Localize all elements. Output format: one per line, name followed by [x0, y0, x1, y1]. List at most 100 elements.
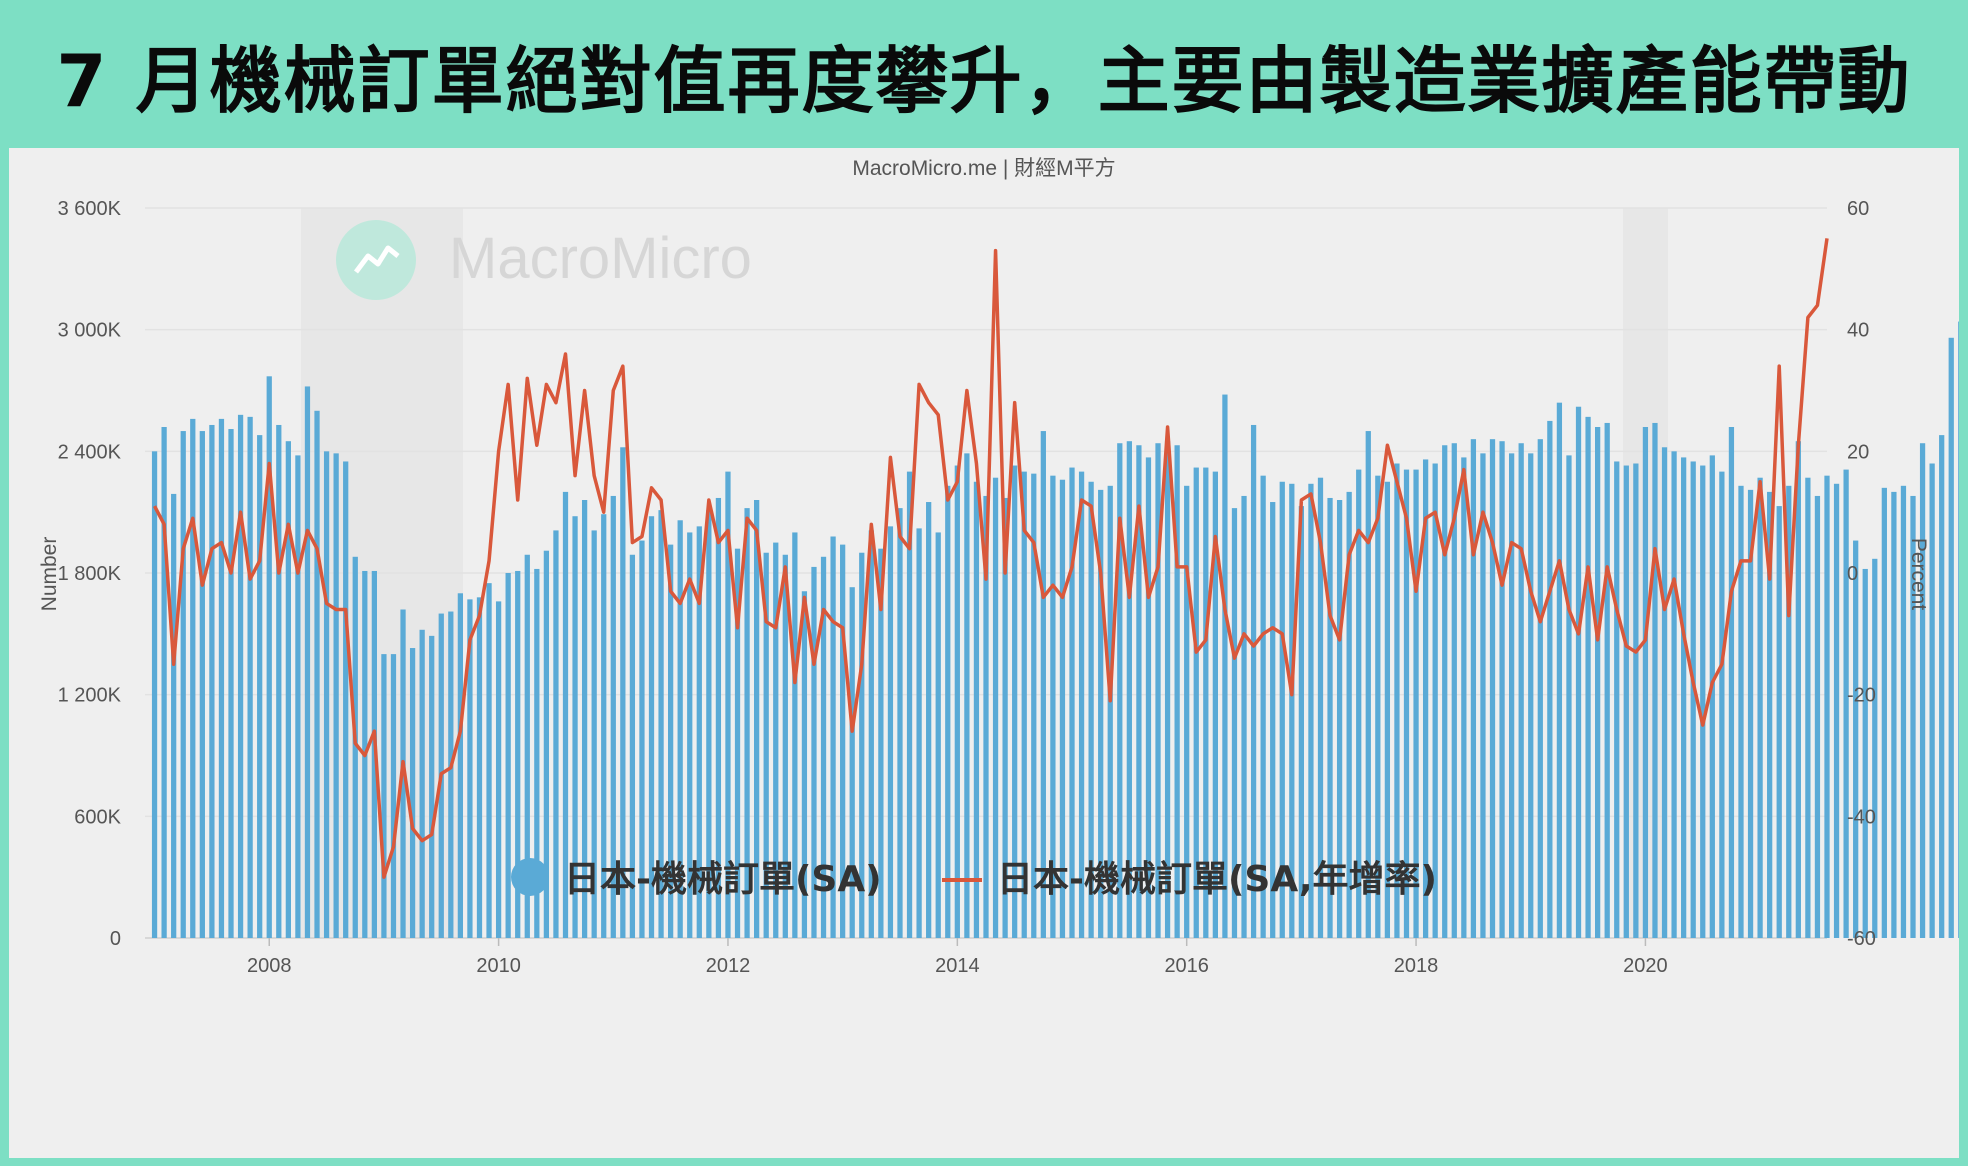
bar	[1145, 457, 1152, 938]
bar	[1375, 475, 1381, 938]
bar	[1432, 463, 1438, 938]
x-tick-label: 2008	[247, 955, 292, 977]
bar	[1136, 445, 1142, 938]
bar	[1862, 568, 1868, 938]
bar	[1470, 439, 1477, 938]
x-tick-label: 2018	[1394, 955, 1439, 977]
bar	[276, 424, 282, 938]
bar	[581, 500, 588, 938]
right-tick-label: 0	[1847, 563, 1858, 585]
bar	[553, 530, 559, 938]
bar	[1365, 431, 1371, 938]
legend-item-line[interactable]: 日本-機械訂單(SA,年增率)	[942, 859, 1437, 900]
bar	[1107, 485, 1113, 938]
bar	[1518, 443, 1524, 938]
bar	[209, 424, 215, 938]
bar	[734, 548, 741, 938]
bar	[648, 516, 655, 938]
left-tick-label: 3 000K	[58, 320, 122, 342]
bar	[1814, 495, 1821, 938]
bar	[1795, 441, 1801, 938]
bar	[1547, 420, 1553, 939]
bar	[257, 435, 263, 938]
bar	[715, 497, 722, 938]
bar	[954, 465, 960, 938]
bar	[629, 554, 636, 938]
bar	[1652, 422, 1658, 938]
bar	[314, 410, 320, 938]
bar	[801, 591, 808, 938]
bar	[1633, 463, 1639, 938]
bar	[1681, 457, 1687, 938]
left-tick-label: 0	[110, 928, 121, 950]
right-tick-label: 60	[1847, 198, 1869, 220]
bar	[1528, 453, 1534, 938]
bar	[1069, 467, 1075, 938]
bar	[1012, 465, 1018, 938]
bar	[696, 526, 702, 938]
bar	[725, 471, 731, 938]
bar	[1298, 506, 1305, 938]
bar	[543, 550, 550, 938]
bar	[992, 477, 999, 938]
bar	[763, 552, 769, 938]
bar	[1002, 497, 1008, 938]
bar	[1308, 483, 1314, 938]
bar	[1193, 467, 1199, 938]
bar	[1241, 495, 1247, 938]
bar	[419, 629, 425, 938]
bar	[1747, 489, 1754, 938]
bar	[620, 447, 626, 938]
x-tick-label: 2010	[476, 955, 521, 977]
bar	[409, 648, 416, 938]
bar	[773, 542, 779, 938]
bar	[1642, 427, 1649, 938]
left-tick-label: 3 600K	[58, 198, 122, 220]
bar	[1451, 443, 1457, 938]
bar	[1585, 416, 1591, 939]
bar	[390, 654, 397, 938]
bar	[1203, 467, 1209, 938]
bar	[1776, 506, 1782, 938]
bar	[1623, 465, 1629, 938]
bar	[266, 376, 272, 938]
bar	[448, 611, 454, 938]
bar	[897, 508, 903, 938]
bar	[1098, 489, 1104, 938]
bar	[1117, 443, 1123, 938]
legend-line-label: 日本-機械訂單(SA,年增率)	[997, 859, 1437, 900]
bar	[1442, 445, 1448, 938]
right-axis-ticks: -60 -40 -20 0 20 40 60	[1847, 198, 1876, 950]
bar	[706, 510, 712, 938]
bar	[1413, 469, 1419, 938]
bar	[1881, 487, 1887, 938]
bar	[1078, 471, 1085, 938]
bar	[782, 554, 788, 938]
bar	[237, 414, 244, 938]
bar	[878, 548, 884, 938]
bar	[495, 601, 502, 938]
bar	[1021, 471, 1027, 938]
right-tick-label: -20	[1847, 685, 1876, 707]
bar	[1575, 406, 1582, 938]
left-axis-ticks: 0 600K 1 200K 1 800K 2 400K 3 000K 3 600K	[58, 198, 122, 950]
bar	[1929, 463, 1935, 938]
bar	[1595, 427, 1601, 938]
bar	[534, 568, 540, 938]
bar	[218, 418, 225, 938]
right-axis-title: Percent	[1907, 538, 1930, 611]
bar	[1891, 491, 1897, 938]
right-tick-label: -40	[1847, 806, 1876, 828]
bar	[515, 570, 521, 938]
bar	[1327, 497, 1333, 938]
bar	[381, 654, 387, 938]
bar	[1384, 481, 1391, 938]
legend-item-bars[interactable]: 日本-機械訂單(SA)	[511, 858, 882, 900]
x-tick-label: 2020	[1623, 955, 1668, 977]
bar	[524, 554, 530, 938]
bar	[1270, 502, 1276, 938]
bar	[830, 536, 836, 938]
x-tick-label: 2014	[935, 955, 980, 977]
yoy-point-group	[154, 238, 1828, 878]
bar	[1499, 441, 1505, 938]
